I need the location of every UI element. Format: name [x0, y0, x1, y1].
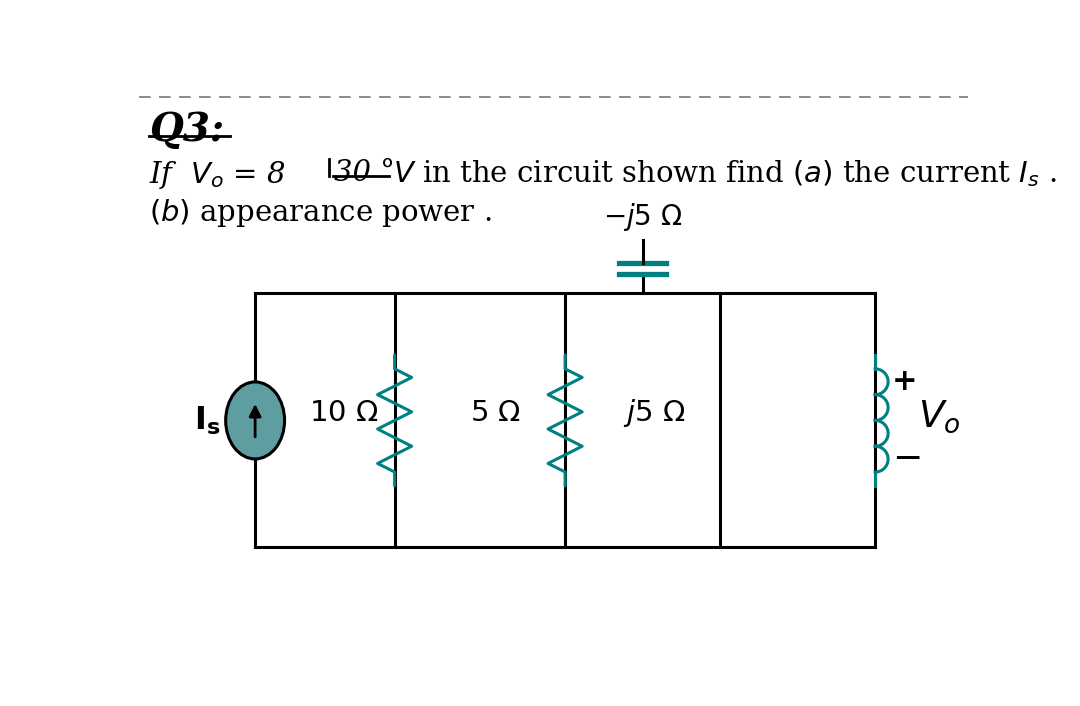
- Text: +: +: [892, 367, 918, 397]
- Text: $\it{V_o}$: $\it{V_o}$: [918, 398, 960, 435]
- Text: 30 °: 30 °: [334, 159, 395, 186]
- Text: If  $\it{V_o}$ = 8: If $\it{V_o}$ = 8: [149, 159, 286, 191]
- Text: $10\ \Omega$: $10\ \Omega$: [310, 399, 379, 426]
- Text: −: −: [892, 442, 922, 476]
- Ellipse shape: [226, 382, 284, 459]
- Text: $\mathbf{I_s}$: $\mathbf{I_s}$: [193, 405, 220, 436]
- Text: $j5\ \Omega$: $j5\ \Omega$: [623, 397, 686, 429]
- Text: $5\ \Omega$: $5\ \Omega$: [470, 399, 521, 426]
- Text: $-j5\ \Omega$: $-j5\ \Omega$: [603, 201, 683, 232]
- Text: $\mathbf{\it{(b)}}$ appearance power .: $\mathbf{\it{(b)}}$ appearance power .: [149, 197, 491, 229]
- Text: $\it{V}$ in the circuit shown find $\mathbf{\it{(a)}}$ the current $\it{I_s}$ .: $\it{V}$ in the circuit shown find $\mat…: [393, 159, 1057, 189]
- Text: Q3:: Q3:: [149, 111, 225, 149]
